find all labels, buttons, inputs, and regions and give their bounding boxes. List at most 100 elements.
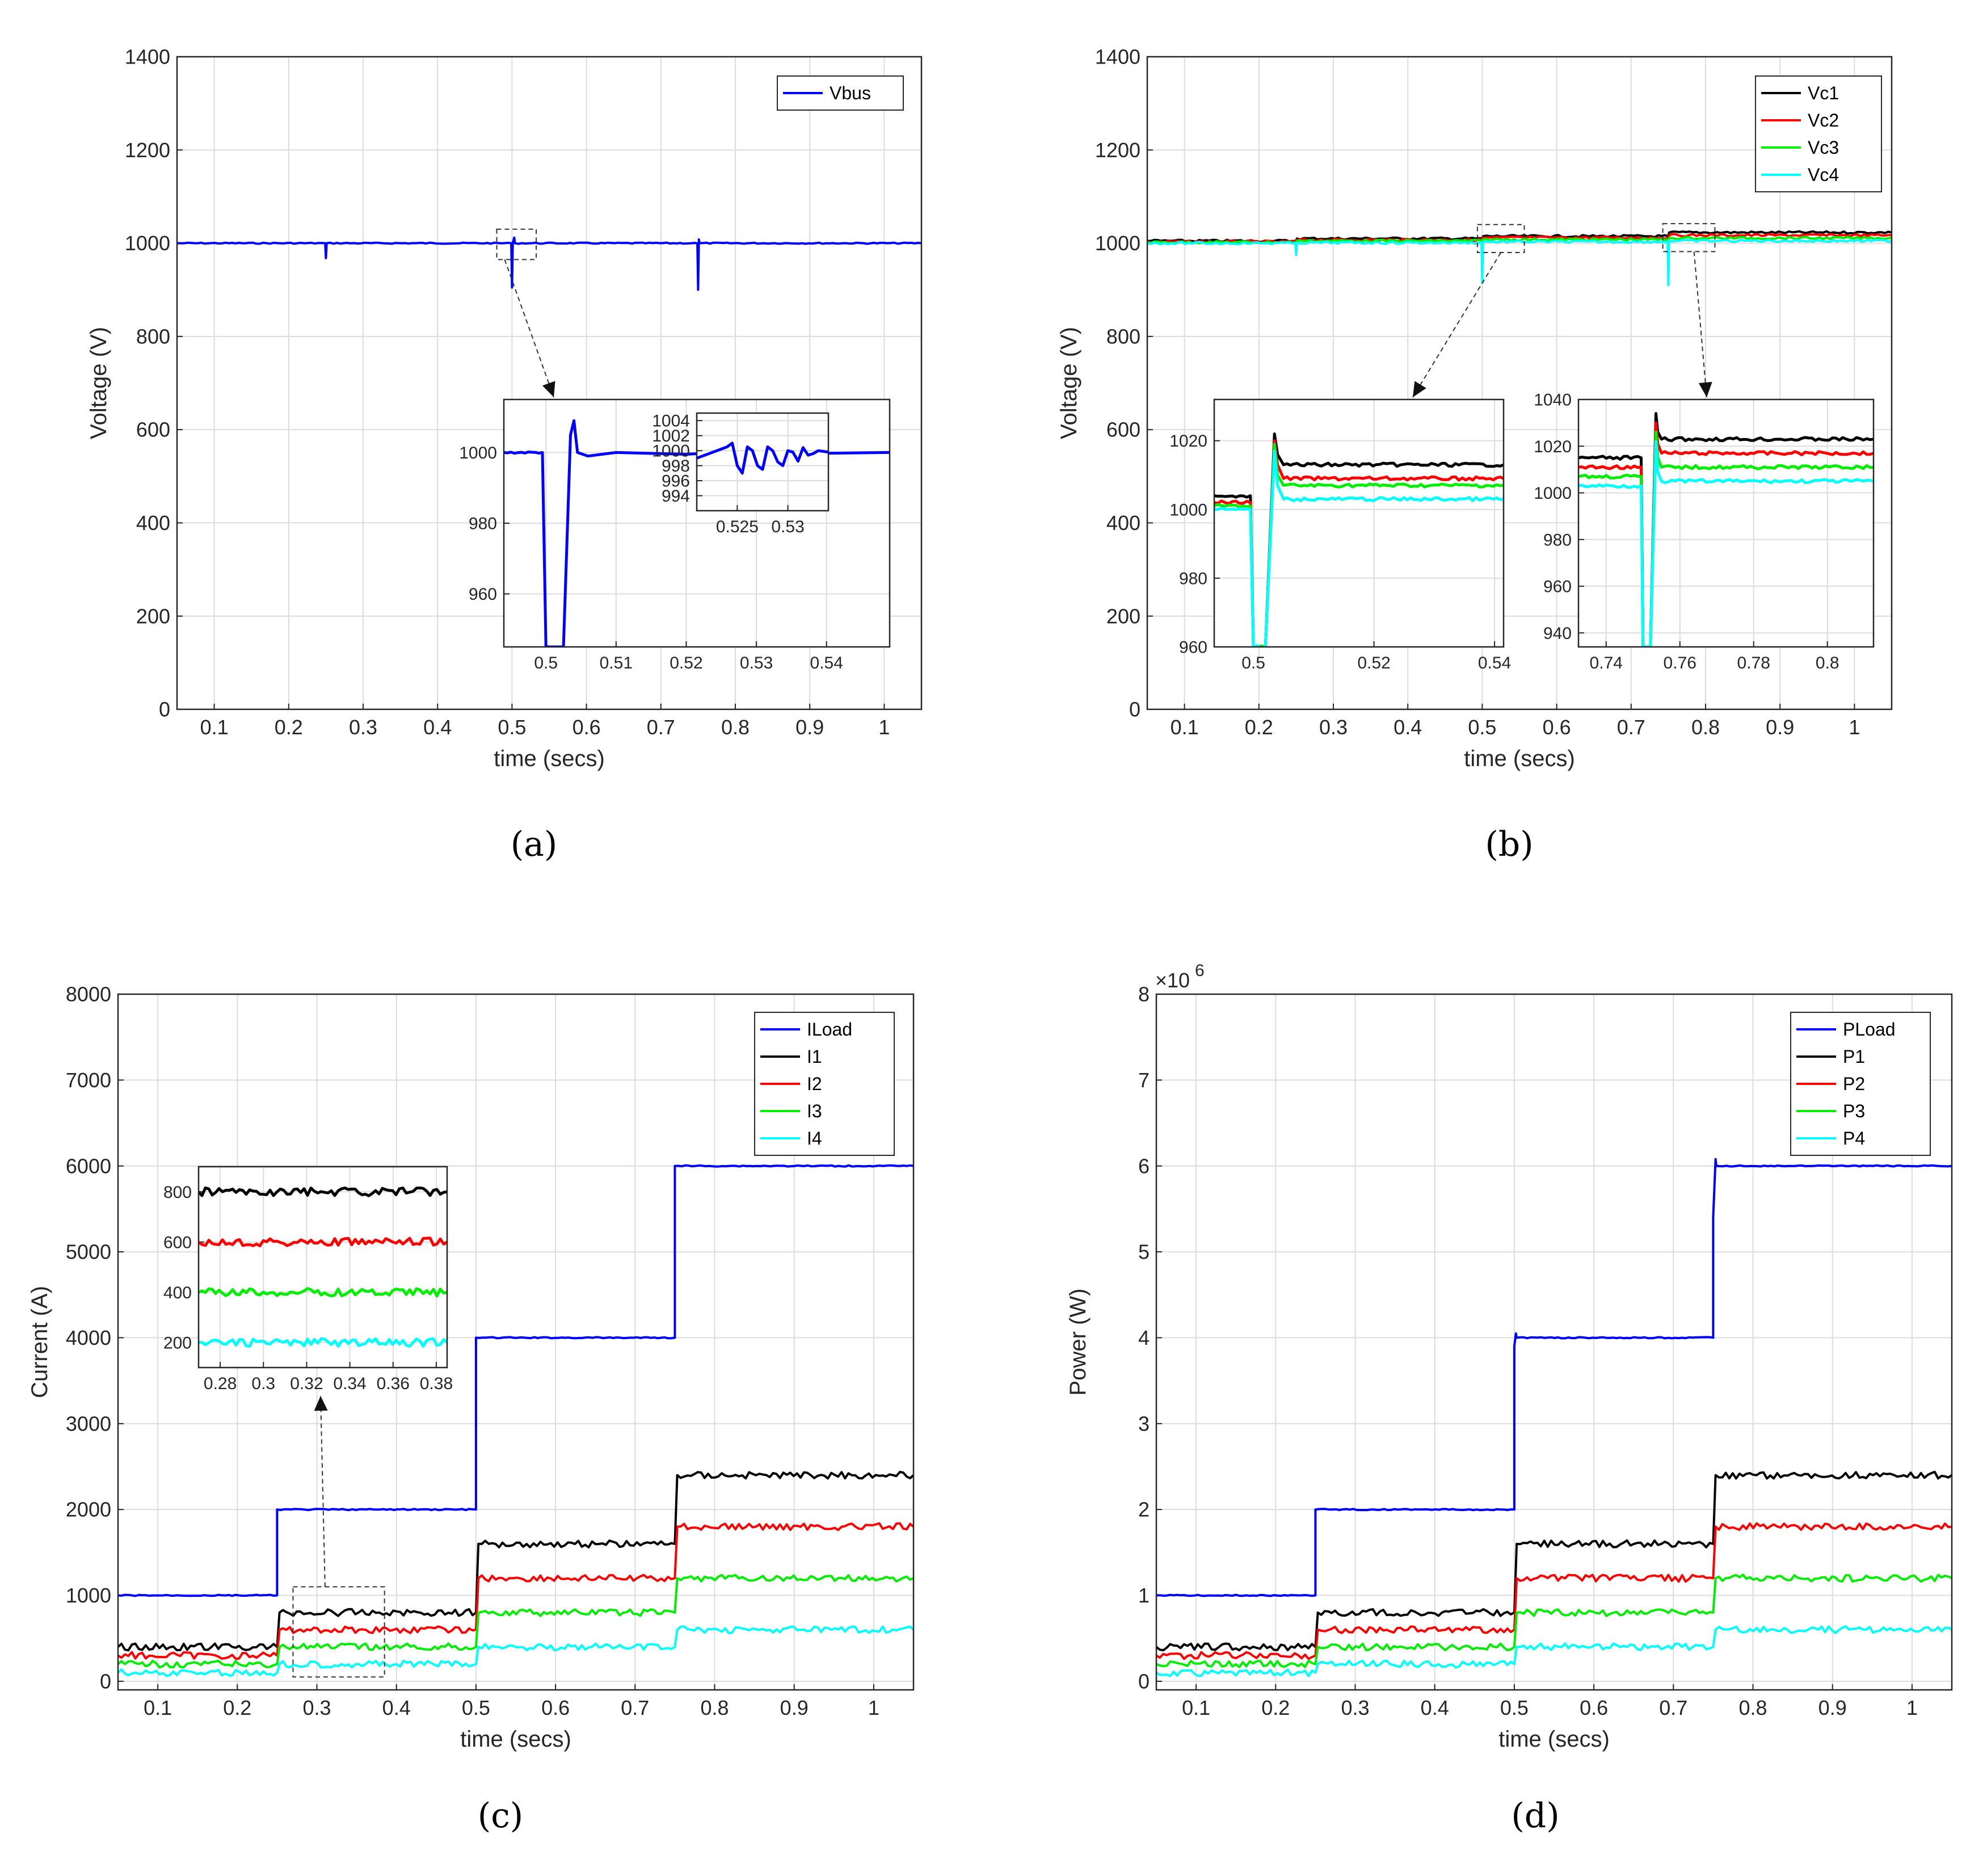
x-tick-label: 0.52 xyxy=(1357,654,1390,672)
inset-frame xyxy=(1213,398,1505,648)
y-tick-label: 7 xyxy=(1138,1069,1150,1092)
y-tick-label: 5 xyxy=(1138,1240,1150,1264)
y-axis-label: Power (W) xyxy=(1066,1289,1091,1396)
y-tick-label: 1000 xyxy=(459,444,497,462)
x-tick-label: 0.28 xyxy=(204,1374,237,1393)
plot-area xyxy=(697,413,828,511)
chart-panel-c: 0.1 0.2 0.3 0.4 0.5 0.6 0.7 0.8 0.9 1 0 1000 2000 300… xyxy=(27,983,915,1836)
x-tick-label: 0.6 xyxy=(572,716,601,739)
zoom-region-box xyxy=(292,1586,385,1678)
legend-entry: I2 xyxy=(807,1074,822,1094)
legend-box xyxy=(1755,75,1882,192)
y-tick-label: 980 xyxy=(1543,531,1572,549)
panel-label: (c) xyxy=(478,1796,523,1836)
y-tick-label: 0 xyxy=(100,1669,111,1693)
series-line-vbus xyxy=(177,236,921,291)
x-tick-label: 0.38 xyxy=(420,1374,453,1393)
zoom-arrow-line xyxy=(1693,251,1707,398)
inset-frame xyxy=(1577,398,1875,648)
x-tick-label: 0.2 xyxy=(275,716,303,739)
x-tick-label: 0.7 xyxy=(647,716,675,739)
x-tick-label: 0.4 xyxy=(1394,716,1422,739)
series-line-p1 xyxy=(1156,1470,1952,1652)
y-tick-label: 400 xyxy=(1106,511,1140,535)
zoom-arrow-head xyxy=(1413,381,1426,397)
legend-entry: P1 xyxy=(1843,1046,1865,1067)
y-tick-label: 994 xyxy=(662,487,690,506)
x-tick-label: 0.54 xyxy=(810,654,843,672)
chart-panel-b: 0.1 0.2 0.3 0.4 0.5 0.6 0.7 0.8 0.9 1020040060080… xyxy=(1056,45,1893,864)
series-line-vc3 xyxy=(1578,431,1874,647)
series-line-i2 xyxy=(199,1236,447,1248)
x-tick-label: 0.3 xyxy=(1341,1696,1369,1719)
y-tick-label: 1002 xyxy=(652,427,690,445)
y-tick-label: 960 xyxy=(1179,638,1207,657)
x-tick-label: 0.6 xyxy=(1543,716,1571,739)
x-tick-label: 0.32 xyxy=(290,1374,323,1393)
x-tick-label: 0.525 xyxy=(716,518,759,536)
y-tick-label: 1200 xyxy=(125,138,170,162)
x-axis-label: time (secs) xyxy=(1464,746,1575,771)
axes-frame xyxy=(1146,56,1893,710)
y-axis-label: Voltage (V) xyxy=(1056,327,1081,439)
y-tick-label: 1200 xyxy=(1095,138,1140,162)
y-tick-label: 200 xyxy=(1106,604,1140,628)
y-tick-label: 2 xyxy=(1138,1498,1150,1521)
x-tick-label: 0.8 xyxy=(1738,1696,1767,1719)
x-tick-label: 0.5 xyxy=(462,1696,490,1719)
legend-entry: I1 xyxy=(807,1046,822,1067)
legend-entry: ILoad xyxy=(807,1019,852,1040)
y-tick-label: 3000 xyxy=(66,1412,111,1435)
x-tick-label: 0.1 xyxy=(144,1696,172,1719)
zoom-arrow-head xyxy=(314,1396,328,1411)
series-line-vbus xyxy=(504,419,890,647)
y-tick-label: 1000 xyxy=(125,232,170,255)
series-line-i4 xyxy=(199,1337,447,1348)
y-tick-label: 400 xyxy=(163,1284,192,1302)
legend-entry: Vc4 xyxy=(1808,165,1839,185)
x-axis-label: time (secs) xyxy=(494,746,605,771)
x-tick-label: 0.8 xyxy=(1816,654,1839,672)
x-tick-label: 0.7 xyxy=(1659,1696,1687,1719)
y-tick-label: 800 xyxy=(1106,325,1140,348)
y-tick-label: 1000 xyxy=(66,1584,111,1607)
x-tick-label: 0.1 xyxy=(200,716,229,739)
series-line-vc4 xyxy=(1147,238,1892,287)
y-tick-label: 998 xyxy=(662,457,690,476)
y-tick-label: 1000 xyxy=(1095,232,1140,255)
axes-frame xyxy=(117,993,915,1691)
series-line-i1 xyxy=(118,1471,913,1652)
x-tick-label: 0.7 xyxy=(621,1696,649,1719)
y-tick-label: 200 xyxy=(136,604,170,628)
legend-entry: I4 xyxy=(807,1128,822,1149)
x-tick-label: 0.5 xyxy=(1241,654,1265,672)
y-tick-label: 6000 xyxy=(66,1154,111,1177)
x-tick-label: 0.8 xyxy=(1691,716,1720,739)
x-tick-label: 0.76 xyxy=(1664,654,1696,672)
y-tick-label: 1040 xyxy=(1534,391,1572,410)
axes-frame xyxy=(176,56,923,710)
zoom-arrow-head xyxy=(1698,382,1712,397)
chart-panel-d: 0.1 0.2 0.3 0.4 0.5 0.6 0.7 0.8 0.9 1 0 1 2 3 4 5 6 7 8 tim… xyxy=(1066,961,1953,1836)
x-tick-label: 0.78 xyxy=(1737,654,1770,672)
legend-entry: P2 xyxy=(1843,1074,1865,1094)
x-tick-label: 0.36 xyxy=(377,1374,410,1393)
inset-frame xyxy=(696,412,830,512)
inset-frame xyxy=(197,1166,448,1369)
x-tick-label: 0.74 xyxy=(1590,654,1623,672)
x-tick-label: 0.53 xyxy=(771,518,804,536)
x-tick-label: 0.5 xyxy=(534,654,558,672)
legend-entry: Vc2 xyxy=(1808,110,1839,131)
legend-entry: PLoad xyxy=(1843,1019,1896,1040)
y-tick-label: 1000 xyxy=(1534,484,1572,503)
plot-area xyxy=(1214,399,1504,647)
legend-entry: P3 xyxy=(1843,1101,1865,1121)
x-tick-label: 1 xyxy=(1906,1696,1918,1719)
y-tick-label: 600 xyxy=(136,418,170,441)
chart-panel-a: 0.1 0.2 0.3 0.4 0.5 0.6 0.7 0.8 0.9 1 0 200 400 600 80… xyxy=(86,45,923,864)
zoom-region-box xyxy=(496,228,537,260)
y-tick-label: 4 xyxy=(1138,1326,1150,1349)
series-line-vbus xyxy=(697,441,828,475)
x-tick-label: 1 xyxy=(878,716,890,739)
